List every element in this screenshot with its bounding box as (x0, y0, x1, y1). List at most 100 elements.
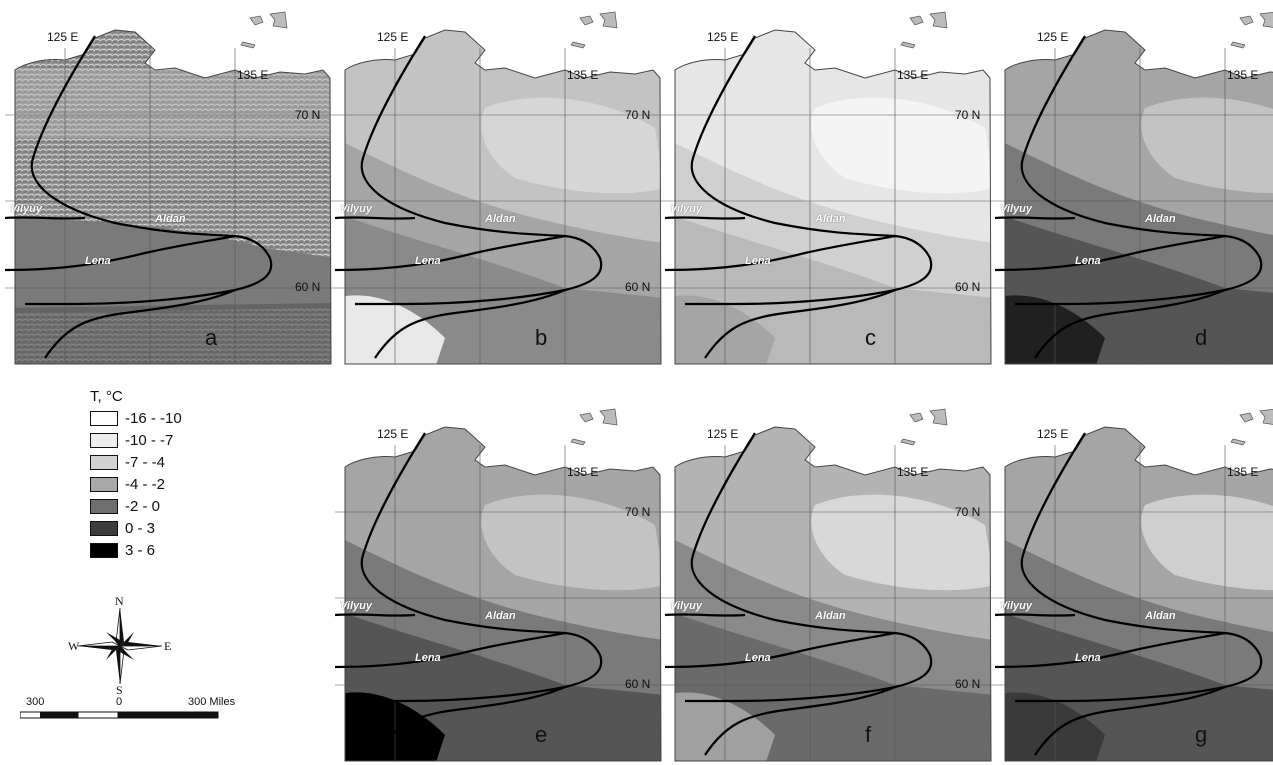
longitude-label-135e: 135 E (237, 68, 269, 82)
river-label-lena: Lena (85, 255, 111, 267)
latitude-label-60n: 60 N (955, 677, 981, 691)
latitude-label-70n: 70 N (625, 108, 651, 122)
legend-item: -2 - 0 (90, 498, 230, 516)
river-label-lena: Lena (1075, 652, 1101, 664)
compass-n-label: N (115, 594, 124, 608)
legend-swatch (90, 433, 118, 448)
longitude-label-125e: 125 E (47, 30, 79, 44)
longitude-label-135e: 135 E (897, 465, 929, 479)
legend-item: -7 - -4 (90, 454, 230, 472)
map-panel-f: 125 E 135 E 70 N 60 N Vilyuy Aldan Lena f (665, 405, 995, 765)
compass-s-label: S (116, 683, 123, 697)
river-label-vilyuy: Vilyuy (340, 203, 372, 215)
map-panel-a: 125 E 135 E 70 N 60 N Vilyuy Aldan Lena a (5, 8, 335, 368)
map-graphic (335, 408, 665, 762)
river-label-aldan: Aldan (815, 213, 846, 225)
longitude-label-125e: 125 E (377, 427, 409, 441)
river-label-lena: Lena (745, 652, 771, 664)
legend-swatch (90, 477, 118, 492)
legend-item: -4 - -2 (90, 476, 230, 494)
north-arrow-compass: N S W E (60, 594, 180, 697)
legend-item: -10 - -7 (90, 432, 230, 450)
river-label-aldan: Aldan (815, 610, 846, 622)
legend-label: -7 - -4 (125, 454, 166, 471)
panel-letter: b (535, 325, 548, 350)
longitude-label-135e: 135 E (1227, 465, 1259, 479)
latitude-label-70n: 70 N (955, 505, 981, 519)
temperature-legend: T, °C -16 - -10 -10 - -7 -7 - -4 -4 - -2 -2 … (90, 388, 230, 578)
river-label-vilyuy: Vilyuy (10, 203, 42, 215)
longitude-label-135e: 135 E (1227, 68, 1259, 82)
river-label-lena: Lena (745, 255, 771, 267)
scale-bar-graphic (20, 711, 219, 719)
legend-label: -2 - 0 (125, 498, 161, 515)
map-graphic (665, 11, 995, 365)
river-label-lena: Lena (1075, 255, 1101, 267)
legend-swatch (90, 411, 118, 426)
map-graphic (995, 11, 1273, 365)
river-label-vilyuy: Vilyuy (670, 600, 702, 612)
legend-label: -10 - -7 (125, 432, 174, 449)
legend-label: 0 - 3 (125, 520, 156, 537)
river-label-lena: Lena (415, 652, 441, 664)
latitude-label-70n: 70 N (625, 505, 651, 519)
panel-letter: g (1195, 722, 1208, 747)
legend-label: -16 - -10 (125, 410, 182, 427)
latitude-label-70n: 70 N (955, 108, 981, 122)
panel-letter: f (865, 722, 872, 747)
legend-swatch (90, 543, 118, 558)
legend-swatch (90, 521, 118, 536)
longitude-label-135e: 135 E (567, 68, 599, 82)
river-label-aldan: Aldan (485, 610, 516, 622)
map-panel-c: 125 E 135 E 70 N 60 N Vilyuy Aldan Lena c (665, 8, 995, 368)
latitude-label-60n: 60 N (625, 677, 651, 691)
latitude-label-60n: 60 N (625, 280, 651, 294)
longitude-label-135e: 135 E (897, 68, 929, 82)
longitude-label-125e: 125 E (707, 427, 739, 441)
compass-e-label: E (164, 639, 172, 653)
legend-item: 0 - 3 (90, 520, 230, 538)
scale-bar: 300 0 300 Miles (20, 696, 260, 756)
legend-label: 3 - 6 (125, 542, 156, 559)
panel-letter: e (535, 722, 548, 747)
river-label-aldan: Aldan (1145, 610, 1176, 622)
map-graphic (335, 11, 665, 365)
river-label-vilyuy: Vilyuy (1000, 600, 1032, 612)
latitude-label-70n: 70 N (295, 108, 321, 122)
map-graphic (665, 408, 995, 762)
longitude-label-125e: 125 E (377, 30, 409, 44)
river-label-aldan: Aldan (1145, 213, 1176, 225)
longitude-label-125e: 125 E (1037, 427, 1069, 441)
legend-swatch (90, 455, 118, 470)
legend-item: -16 - -10 (90, 410, 230, 428)
river-label-aldan: Aldan (485, 213, 516, 225)
longitude-label-125e: 125 E (707, 30, 739, 44)
map-graphic (5, 11, 335, 365)
panel-letter: c (865, 325, 876, 350)
longitude-label-135e: 135 E (567, 465, 599, 479)
scale-mid-label: 0 (116, 696, 123, 708)
compass-w-label: W (68, 639, 80, 653)
river-label-vilyuy: Vilyuy (340, 600, 372, 612)
river-label-vilyuy: Vilyuy (670, 203, 702, 215)
legend-swatch (90, 499, 118, 514)
latitude-label-60n: 60 N (295, 280, 321, 294)
panel-letter: a (205, 325, 218, 350)
legend-label: -4 - -2 (125, 476, 166, 493)
river-label-vilyuy: Vilyuy (1000, 203, 1032, 215)
map-graphic (995, 408, 1273, 762)
latitude-label-60n: 60 N (955, 280, 981, 294)
legend-item: 3 - 6 (90, 542, 230, 560)
compass-star-icon (77, 607, 163, 685)
map-panel-e: 125 E 135 E 70 N 60 N Vilyuy Aldan Lena e (335, 405, 665, 765)
scale-left-label: 300 (26, 696, 45, 708)
longitude-label-125e: 125 E (1037, 30, 1069, 44)
river-label-aldan: Aldan (155, 213, 186, 225)
scale-right-label: 300 Miles (188, 696, 236, 708)
river-label-lena: Lena (415, 255, 441, 267)
map-panel-b: 125 E 135 E 70 N 60 N Vilyuy Aldan Lena b (335, 8, 665, 368)
legend-title: T, °C (90, 388, 123, 405)
panel-letter: d (1195, 325, 1208, 350)
